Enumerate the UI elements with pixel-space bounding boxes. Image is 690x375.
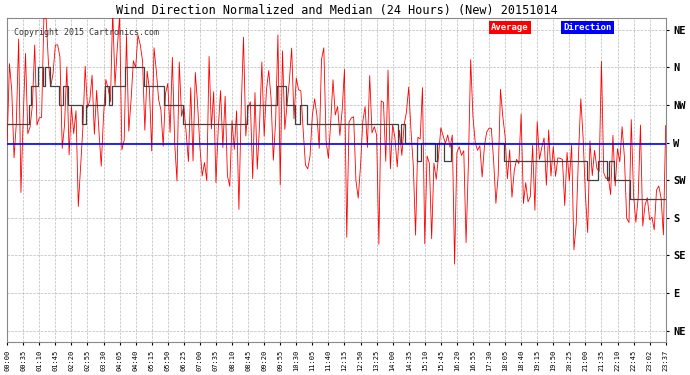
Title: Wind Direction Normalized and Median (24 Hours) (New) 20151014: Wind Direction Normalized and Median (24… <box>115 4 558 17</box>
Text: Average: Average <box>491 23 529 32</box>
Text: Copyright 2015 Cartronics.com: Copyright 2015 Cartronics.com <box>14 28 159 37</box>
Text: Direction: Direction <box>564 23 612 32</box>
